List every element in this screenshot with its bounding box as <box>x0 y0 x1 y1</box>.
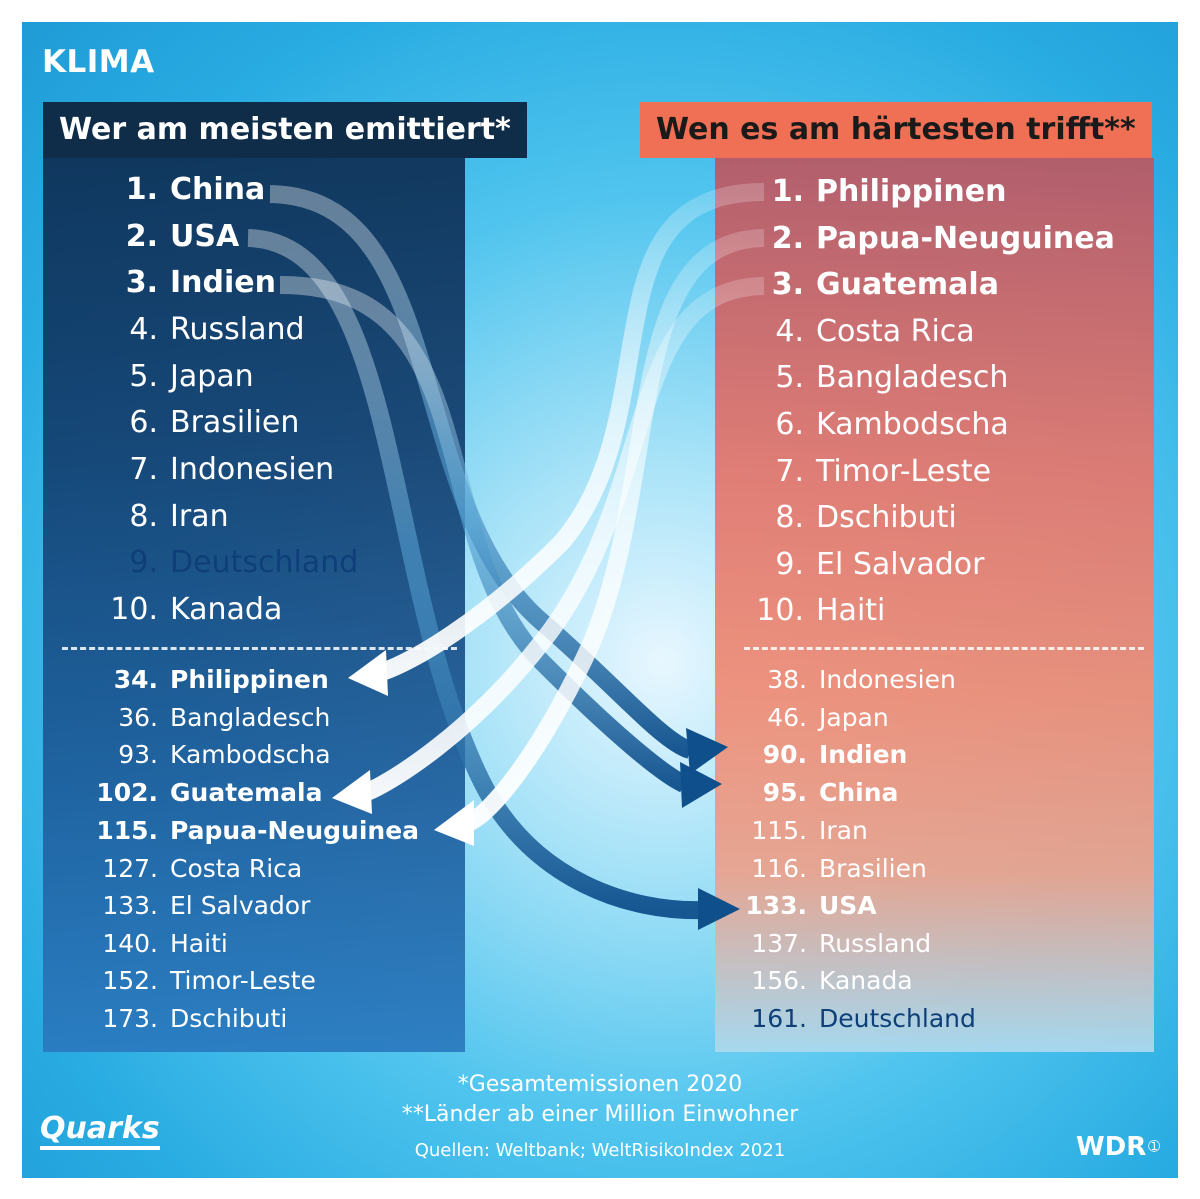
emitters-header: Wer am meisten emittiert* <box>43 102 527 158</box>
wdr-logo-text: WDR <box>1076 1132 1147 1162</box>
list-item: 46. Japan <box>767 703 889 732</box>
list-item: 8. Iran <box>129 499 229 534</box>
footnote-population: **Länder ab einer Million Einwohner <box>401 1102 799 1127</box>
list-item: 102. Guatemala <box>96 778 323 807</box>
list-item: 38. Indonesien <box>767 665 956 694</box>
list-item: 5. Bangladesch <box>775 360 1009 395</box>
list-item: 137. Russland <box>751 929 932 958</box>
list-item: 4. Russland <box>129 312 305 347</box>
list-item: 116. Brasilien <box>751 854 927 883</box>
footnote-sources: Quellen: Weltbank; WeltRisikoIndex 2021 <box>414 1140 786 1161</box>
list-item: 7. Indonesien <box>129 452 335 487</box>
quarks-logo: Quarks <box>40 1112 160 1150</box>
list-item: 2. Papua-Neuguinea <box>771 221 1115 256</box>
list-item: 156. Kanada <box>751 966 913 995</box>
list-item: 133. USA <box>745 891 877 920</box>
list-item: 115. Iran <box>751 816 868 845</box>
list-item: 93. Kambodscha <box>118 740 331 769</box>
list-item: 36. Bangladesch <box>118 703 331 732</box>
list-item: 6. Brasilien <box>129 405 300 440</box>
list-item: 1. Philippinen <box>771 174 1007 209</box>
list-item: 115. Papua-Neuguinea <box>96 816 420 845</box>
list-item: 7. Timor-Leste <box>775 454 992 489</box>
list-item: 140. Haiti <box>102 929 228 958</box>
ard-one-icon: ➀ <box>1148 1139 1161 1155</box>
list-item: 133. El Salvador <box>102 891 311 920</box>
list-item: 4. Costa Rica <box>775 314 975 349</box>
footnote-emissions: *Gesamtemissionen 2020 <box>457 1072 743 1097</box>
list-item: 8. Dschibuti <box>775 500 957 535</box>
list-item: 95. China <box>762 778 899 807</box>
list-item: 6. Kambodscha <box>775 407 1009 442</box>
affected-header: Wen es am härtesten trifft** <box>640 102 1152 158</box>
list-item: 152. Timor-Leste <box>102 966 316 995</box>
list-item: 1. China <box>125 172 266 207</box>
wdr-logo: WDR ➀ <box>1076 1132 1160 1162</box>
list-item: 2. USA <box>125 219 240 254</box>
affected-panel <box>715 158 1154 1052</box>
list-item: 90. Indien <box>762 740 908 769</box>
list-item: 9. El Salvador <box>775 547 985 582</box>
infographic-canvas: KLIMA Wer am meisten emittiert* Wen es a… <box>22 22 1178 1178</box>
list-item: 10. Kanada <box>110 592 283 627</box>
list-item: 10. Haiti <box>756 593 886 628</box>
list-item: 127. Costa Rica <box>102 854 303 883</box>
left-divider <box>62 647 457 650</box>
list-item: 3. Guatemala <box>771 267 999 302</box>
list-item: 161. Deutschland <box>751 1004 976 1033</box>
list-item: 3. Indien <box>125 265 276 300</box>
list-item: 5. Japan <box>129 359 254 394</box>
page-title: KLIMA <box>42 44 155 80</box>
right-divider <box>744 647 1144 650</box>
list-item: 9. Deutschland <box>129 545 359 580</box>
list-item: 173. Dschibuti <box>102 1004 288 1033</box>
list-item: 34. Philippinen <box>113 665 329 694</box>
